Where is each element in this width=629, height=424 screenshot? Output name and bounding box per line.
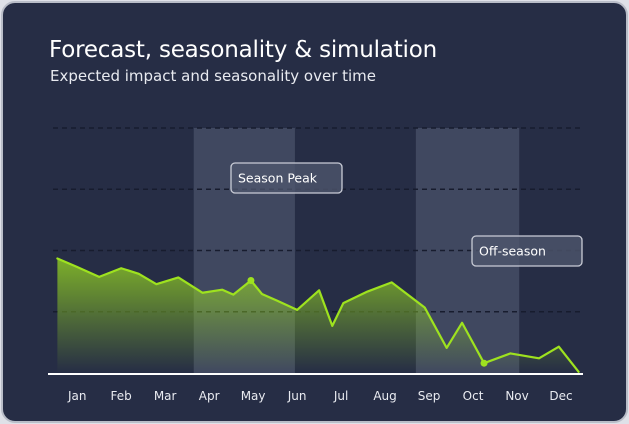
x-tick-label: Nov: [505, 389, 528, 403]
callout-box: [471, 235, 583, 267]
highlight-point: [480, 359, 488, 367]
callout-label: Season Peak: [238, 171, 318, 186]
x-tick-label: Jun: [287, 389, 307, 403]
x-tick-label: May: [241, 389, 266, 403]
x-tick-label: Feb: [111, 389, 132, 403]
callout-box: [230, 162, 343, 194]
x-tick-label: Dec: [549, 389, 572, 403]
series-area: [57, 258, 579, 373]
x-tick-label: Mar: [154, 389, 177, 403]
x-tick-label: Apr: [199, 389, 220, 403]
x-tick-label: Aug: [373, 389, 396, 403]
x-tick-label: Jan: [67, 389, 87, 403]
highlight-point: [247, 277, 255, 285]
x-tick-label: Jul: [333, 389, 348, 403]
chart-subtitle: Expected impact and seasonality over tim…: [50, 67, 377, 85]
x-tick-label: Sep: [418, 389, 441, 403]
callout-label: Off-season: [479, 244, 546, 259]
x-tick-label: Oct: [463, 389, 484, 403]
series-line: [56, 257, 580, 373]
chart-title: Forecast, seasonality & simulation: [49, 37, 437, 63]
